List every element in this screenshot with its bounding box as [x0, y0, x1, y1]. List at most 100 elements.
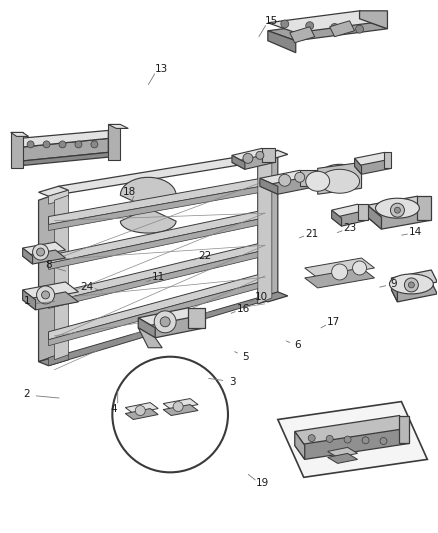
- Polygon shape: [163, 405, 198, 416]
- Text: 14: 14: [409, 227, 422, 237]
- Polygon shape: [23, 248, 32, 264]
- Text: 15: 15: [265, 16, 278, 26]
- Polygon shape: [125, 409, 158, 419]
- Circle shape: [332, 264, 348, 280]
- Text: 2: 2: [24, 389, 30, 399]
- Polygon shape: [268, 19, 388, 41]
- Polygon shape: [330, 21, 355, 37]
- Polygon shape: [232, 155, 245, 169]
- Polygon shape: [23, 250, 66, 264]
- Polygon shape: [39, 193, 59, 362]
- Polygon shape: [19, 131, 108, 148]
- Polygon shape: [39, 356, 68, 366]
- Polygon shape: [108, 124, 120, 160]
- Polygon shape: [49, 241, 268, 303]
- Ellipse shape: [318, 164, 361, 192]
- Polygon shape: [300, 171, 318, 186]
- Polygon shape: [258, 150, 288, 160]
- Polygon shape: [355, 158, 361, 174]
- Polygon shape: [392, 278, 397, 302]
- Text: 22: 22: [198, 251, 212, 261]
- Circle shape: [306, 22, 314, 30]
- Polygon shape: [125, 402, 158, 414]
- Polygon shape: [332, 212, 367, 226]
- Text: 4: 4: [111, 404, 117, 414]
- Polygon shape: [328, 454, 357, 463]
- Polygon shape: [262, 148, 275, 163]
- Polygon shape: [23, 290, 35, 310]
- Text: 6: 6: [294, 340, 301, 350]
- Circle shape: [344, 436, 351, 443]
- Circle shape: [256, 151, 264, 159]
- Polygon shape: [357, 204, 367, 220]
- Circle shape: [160, 317, 170, 327]
- Polygon shape: [49, 272, 268, 340]
- Polygon shape: [367, 196, 431, 217]
- Polygon shape: [232, 148, 275, 163]
- Text: 17: 17: [327, 317, 340, 327]
- Circle shape: [37, 286, 54, 304]
- Polygon shape: [188, 308, 205, 328]
- Polygon shape: [258, 156, 278, 304]
- Circle shape: [308, 434, 315, 442]
- Circle shape: [43, 141, 50, 148]
- Polygon shape: [268, 31, 296, 53]
- Polygon shape: [138, 318, 155, 338]
- Polygon shape: [305, 268, 374, 288]
- Polygon shape: [295, 416, 410, 446]
- Polygon shape: [49, 249, 268, 309]
- Polygon shape: [268, 11, 388, 33]
- Text: 18: 18: [123, 187, 136, 197]
- Polygon shape: [417, 196, 431, 220]
- Polygon shape: [49, 190, 68, 204]
- Polygon shape: [332, 210, 342, 226]
- Polygon shape: [367, 208, 431, 229]
- Polygon shape: [49, 209, 268, 263]
- Circle shape: [173, 401, 183, 411]
- Circle shape: [353, 261, 367, 275]
- Text: 10: 10: [255, 292, 268, 302]
- Polygon shape: [328, 447, 357, 457]
- Polygon shape: [385, 152, 392, 168]
- Polygon shape: [54, 195, 68, 360]
- Text: 5: 5: [242, 352, 248, 362]
- Polygon shape: [295, 432, 305, 459]
- Text: 23: 23: [343, 223, 357, 233]
- Polygon shape: [278, 401, 427, 478]
- Polygon shape: [49, 292, 278, 366]
- Polygon shape: [392, 282, 437, 302]
- Circle shape: [112, 357, 228, 472]
- Circle shape: [331, 23, 339, 31]
- Polygon shape: [163, 399, 198, 409]
- Circle shape: [27, 141, 34, 148]
- Text: 19: 19: [256, 478, 269, 488]
- Polygon shape: [23, 292, 78, 310]
- Ellipse shape: [306, 171, 330, 191]
- Ellipse shape: [389, 274, 433, 294]
- Circle shape: [295, 172, 305, 182]
- Polygon shape: [258, 158, 272, 304]
- Polygon shape: [49, 150, 278, 196]
- Polygon shape: [138, 308, 205, 328]
- Polygon shape: [138, 328, 162, 348]
- Circle shape: [59, 141, 66, 148]
- Text: 8: 8: [46, 261, 52, 270]
- Polygon shape: [19, 152, 117, 165]
- Circle shape: [42, 291, 49, 299]
- Polygon shape: [260, 178, 278, 194]
- Circle shape: [404, 278, 418, 292]
- Text: 9: 9: [390, 279, 397, 288]
- Polygon shape: [318, 163, 361, 194]
- Polygon shape: [399, 416, 410, 443]
- Text: 21: 21: [305, 229, 318, 239]
- Polygon shape: [332, 204, 367, 218]
- Circle shape: [243, 154, 253, 163]
- Polygon shape: [260, 178, 318, 194]
- Polygon shape: [11, 132, 28, 136]
- Polygon shape: [120, 177, 176, 233]
- Polygon shape: [39, 186, 68, 196]
- Text: 24: 24: [81, 281, 94, 292]
- Circle shape: [395, 207, 400, 213]
- Text: 3: 3: [229, 377, 235, 387]
- Polygon shape: [355, 152, 392, 166]
